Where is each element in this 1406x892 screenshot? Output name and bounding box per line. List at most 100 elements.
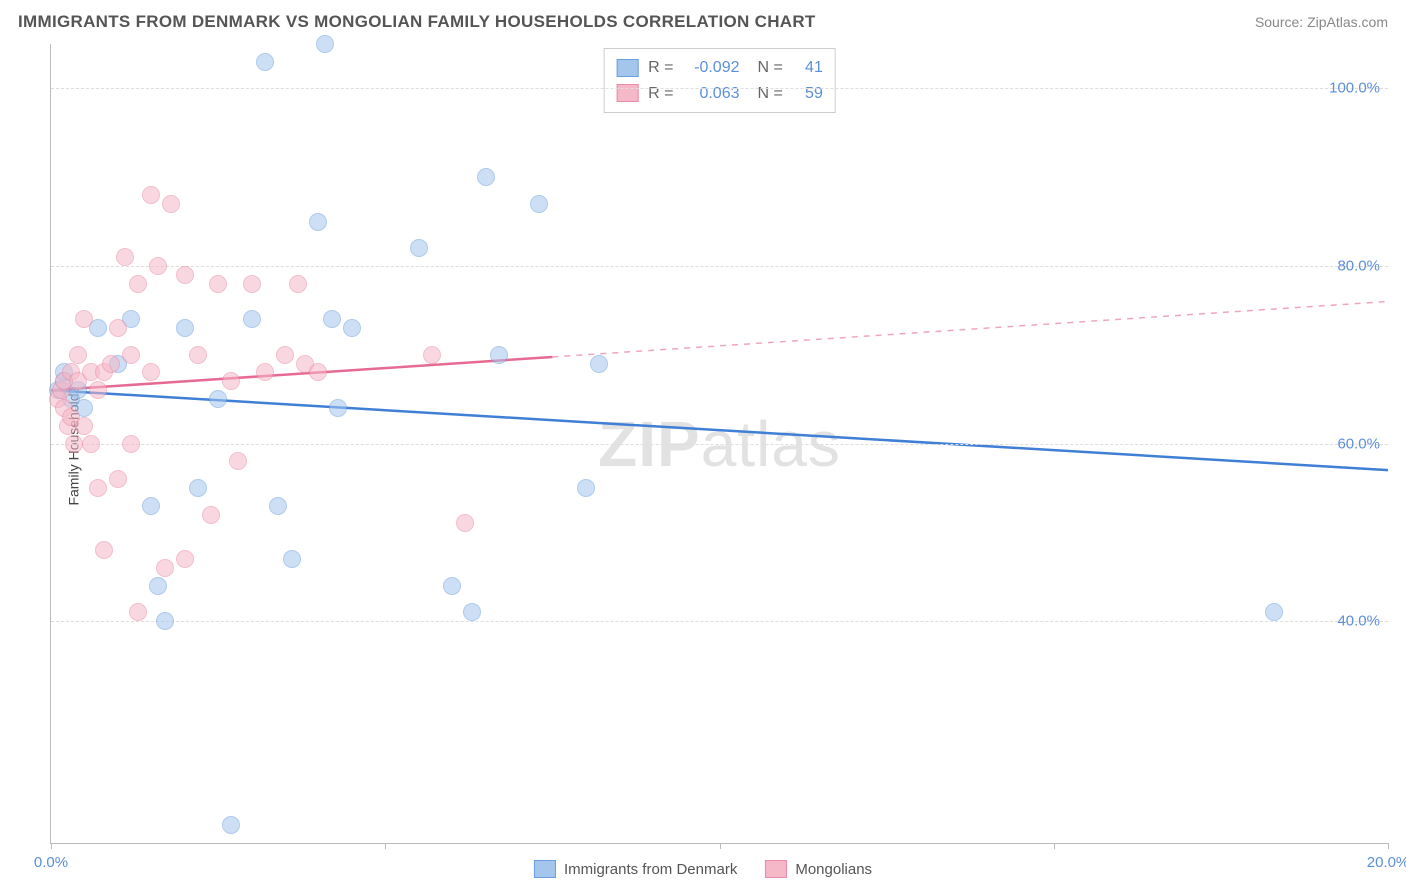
x-tick-mark [51,843,52,849]
gridline [51,266,1388,267]
data-point [189,479,207,497]
data-point [530,195,548,213]
y-tick-label: 40.0% [1337,613,1380,630]
data-point [590,355,608,373]
data-point [189,346,207,364]
data-point [256,53,274,71]
x-tick-mark [385,843,386,849]
data-point [276,346,294,364]
legend-n-label: N = [758,55,783,81]
y-tick-label: 80.0% [1337,257,1380,274]
data-point [109,319,127,337]
data-point [149,257,167,275]
data-point [142,363,160,381]
legend-row: R = 0.063 N = 59 [616,81,823,107]
trend-line-dashed [552,301,1388,356]
data-point [82,435,100,453]
scatter-chart: ZIPatlas R =-0.092N =41R =0.063N =59 40.… [50,44,1388,844]
legend-swatch [616,59,638,77]
gridline [51,621,1388,622]
data-point [410,239,428,257]
data-point [176,550,194,568]
data-point [316,35,334,53]
legend-series: Immigrants from Denmark Mongolians [534,860,872,878]
legend-label: Mongolians [795,861,872,878]
data-point [156,559,174,577]
data-point [269,497,287,515]
legend-item: Immigrants from Denmark [534,860,737,878]
data-point [75,310,93,328]
x-tick-mark [1388,843,1389,849]
data-point [229,452,247,470]
data-point [222,372,240,390]
data-point [209,275,227,293]
gridline [51,88,1388,89]
legend-item: Mongolians [765,860,872,878]
legend-correlation: R = -0.092 N = 41 R = 0.063 N = 59 [603,48,836,113]
data-point [202,506,220,524]
data-point [89,479,107,497]
data-point [156,612,174,630]
legend-swatch [765,860,787,878]
data-point [149,577,167,595]
legend-r-label: R = [648,55,673,81]
data-point [256,363,274,381]
data-point [209,390,227,408]
data-point [456,514,474,532]
data-point [423,346,441,364]
y-tick-label: 60.0% [1337,435,1380,452]
trend-line-solid [51,390,1388,470]
data-point [129,603,147,621]
data-point [289,275,307,293]
data-point [69,346,87,364]
data-point [162,195,180,213]
data-point [122,435,140,453]
data-point [490,346,508,364]
data-point [283,550,301,568]
data-point [329,399,347,417]
x-tick-mark [720,843,721,849]
data-point [116,248,134,266]
data-point [122,346,140,364]
y-tick-label: 100.0% [1329,80,1380,97]
data-point [243,310,261,328]
data-point [443,577,461,595]
data-point [129,275,147,293]
legend-n-label: N = [758,81,783,107]
legend-r-value: -0.092 [684,55,740,81]
data-point [89,381,107,399]
data-point [577,479,595,497]
data-point [222,816,240,834]
chart-header: IMMIGRANTS FROM DENMARK VS MONGOLIAN FAM… [0,0,1406,40]
legend-row: R = -0.092 N = 41 [616,55,823,81]
data-point [343,319,361,337]
data-point [95,541,113,559]
data-point [176,319,194,337]
legend-n-value: 41 [793,55,823,81]
x-tick-label: 0.0% [34,854,68,871]
legend-label: Immigrants from Denmark [564,861,737,878]
chart-title: IMMIGRANTS FROM DENMARK VS MONGOLIAN FAM… [18,12,816,32]
data-point [309,363,327,381]
legend-r-value: 0.063 [684,81,740,107]
data-point [75,417,93,435]
data-point [142,186,160,204]
data-point [323,310,341,328]
data-point [65,435,83,453]
legend-n-value: 59 [793,81,823,107]
legend-swatch [534,860,556,878]
data-point [477,168,495,186]
data-point [176,266,194,284]
data-point [102,355,120,373]
legend-swatch [616,84,638,102]
data-point [142,497,160,515]
gridline [51,444,1388,445]
x-tick-mark [1054,843,1055,849]
data-point [109,470,127,488]
data-point [463,603,481,621]
x-tick-label: 20.0% [1367,854,1406,871]
data-point [243,275,261,293]
data-point [309,213,327,231]
legend-r-label: R = [648,81,673,107]
source-label: Source: ZipAtlas.com [1255,14,1388,30]
